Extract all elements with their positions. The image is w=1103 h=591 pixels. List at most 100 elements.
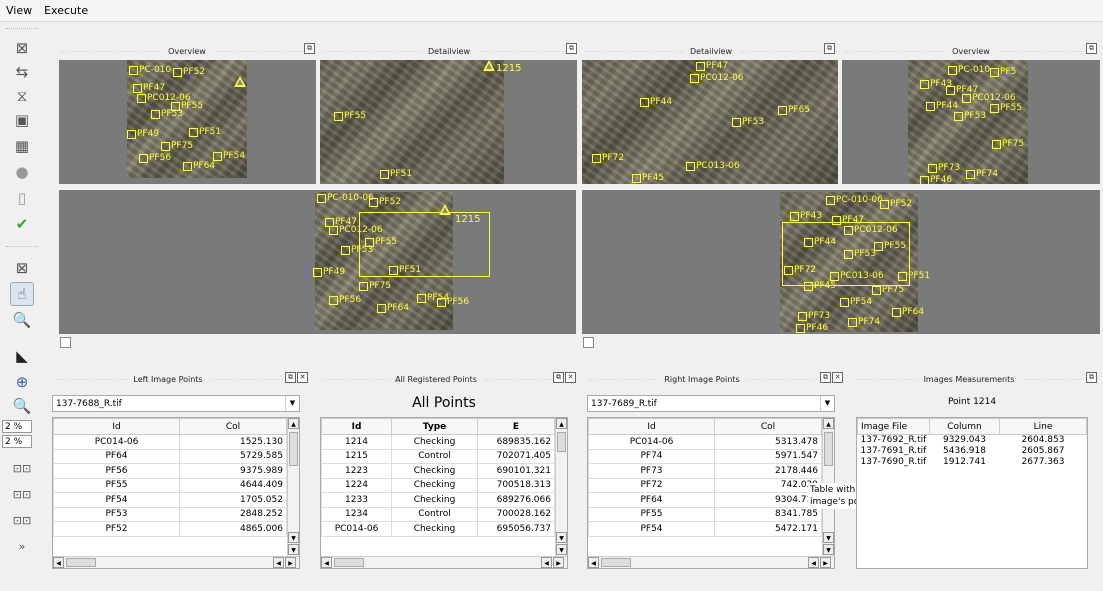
column-header[interactable]: Id [321, 418, 392, 435]
point-marker[interactable]: PF47 [946, 86, 978, 95]
point-marker[interactable]: PF51 [898, 272, 930, 281]
left-image-view[interactable]: PC-010-06 PF52 PF47 PC012-06 1215 PF55 P… [59, 190, 576, 334]
pan-hand-icon[interactable]: ☝ [10, 282, 34, 306]
table-row[interactable]: PF74 5971.547 [588, 448, 822, 464]
point-marker[interactable]: PC-010-06 [317, 194, 374, 203]
point-marker[interactable]: PF72 [784, 266, 816, 275]
measurements-table[interactable]: Image File Column Line 137-7692_R.tif 9329.… [856, 417, 1088, 569]
float-icon[interactable]: ⧉ [1086, 372, 1097, 383]
table-row[interactable]: 1234 Control 700028.162 [321, 506, 555, 522]
point-marker[interactable]: PF53 [954, 112, 986, 121]
point-marker[interactable]: PF54 [213, 152, 245, 161]
add-point-icon[interactable]: ⊠ [15, 39, 29, 57]
point-marker[interactable]: PF49 [127, 130, 159, 139]
table-icon[interactable]: ▦ [14, 137, 30, 155]
point-marker[interactable]: PF45 [632, 174, 664, 183]
point-marker[interactable]: PF75 [872, 286, 904, 295]
right-image-select[interactable]: 137-7689_R.tif ▼ [587, 395, 835, 412]
table-row[interactable]: PF52 4865.006 [53, 521, 287, 537]
table-row[interactable]: PC014-06 5313.478 [588, 434, 822, 450]
point-marker[interactable]: PF46 [920, 176, 952, 184]
point-marker[interactable]: PF75 [992, 140, 1024, 149]
column-header[interactable]: Id [588, 418, 715, 435]
point-marker[interactable]: PF65 [778, 106, 810, 115]
more-chevron-icon[interactable]: » [18, 539, 26, 553]
point-marker[interactable]: PF47 [832, 216, 864, 225]
detail-right-view[interactable]: PF47 PC012-06 PF44 PF65 PF53 PF72 PC013-… [582, 60, 838, 184]
overview-left-view[interactable]: PC-010 PF52 PF47 PC012-06 PF55 PF53 PF49… [59, 60, 316, 184]
right-image-view[interactable]: PC-010-06 PF52 PF43 PF47 PC012-06 PF44 P… [582, 190, 1100, 334]
vertical-scrollbar[interactable]: ▲ ▼ ▼ [555, 418, 567, 556]
float-icon[interactable]: ⧉ [820, 372, 831, 383]
float-icon[interactable]: ⧉ [1086, 43, 1097, 54]
point-marker[interactable]: PC-010 [129, 66, 171, 75]
point-marker[interactable]: PF49 [313, 268, 345, 277]
point-marker[interactable]: PF55 [365, 238, 397, 247]
measure-icon[interactable]: ⧖ [16, 87, 28, 105]
point-marker[interactable]: PC013-06 [830, 272, 884, 281]
fit-left-icon[interactable]: ⊡⊡ [12, 487, 32, 501]
left-points-table[interactable]: Id Col PC014-06 1525.130 PF64 5729.585 PF56… [52, 417, 300, 569]
point-marker[interactable]: PC013-06 [686, 162, 740, 171]
left-view-checkbox[interactable] [60, 337, 71, 348]
close-icon[interactable]: ✕ [565, 372, 576, 383]
point-marker[interactable]: PF52 [880, 200, 912, 209]
check-icon[interactable]: ✔ [15, 215, 29, 233]
table-row[interactable]: 1224 Checking 700518.313 [321, 477, 555, 493]
point-marker[interactable]: PF47 [133, 84, 165, 93]
table-row[interactable]: PC014-06 1525.130 [53, 434, 287, 450]
point-marker[interactable]: PF53 [151, 110, 183, 119]
point-marker[interactable]: PF51 [389, 266, 421, 275]
column-header[interactable]: Column [929, 418, 1000, 435]
point-marker[interactable]: PF56 [329, 296, 361, 305]
point-marker[interactable]: PF55 [990, 104, 1022, 113]
vertical-scrollbar[interactable]: ▲ ▼ ▼ [287, 418, 299, 556]
document-icon[interactable]: ▯ [17, 189, 27, 207]
point-marker[interactable]: PC012-06 [962, 94, 1016, 103]
point-marker[interactable]: PF51 [380, 170, 412, 179]
point-marker[interactable]: PF72 [592, 154, 624, 163]
fit-right-icon[interactable]: ⊡⊡ [12, 513, 32, 527]
horizontal-scrollbar[interactable]: ◀ ◀ ▶ [321, 556, 567, 568]
point-marker[interactable]: PC012-06 [690, 74, 744, 83]
point-marker[interactable]: PF52 [173, 68, 205, 77]
point-marker[interactable]: PF52 [369, 198, 401, 207]
point-marker[interactable]: PF74 [966, 170, 998, 179]
column-header[interactable]: Type [391, 418, 478, 435]
point-marker[interactable]: PF64 [377, 304, 409, 313]
menu-view[interactable]: View [6, 4, 33, 17]
point-marker[interactable]: PF55 [334, 112, 366, 121]
point-marker[interactable]: PF54 [840, 298, 872, 307]
table-row[interactable]: PF64 9304.718 [588, 492, 822, 508]
point-marker[interactable]: PF55 [171, 102, 203, 111]
point-marker[interactable]: PF44 [804, 238, 836, 247]
point-marker[interactable]: PF43 [790, 212, 822, 221]
float-icon[interactable]: ⧉ [566, 43, 577, 54]
table-row[interactable]: PF55 4644.409 [53, 477, 287, 493]
point-marker[interactable]: PF5 [990, 68, 1016, 77]
point-marker[interactable]: PF75 [161, 142, 193, 151]
swap-icon[interactable]: ⇆ [15, 63, 29, 81]
column-header[interactable]: E [477, 418, 555, 435]
left-image-select[interactable]: 137-7688_R.tif ▼ [52, 395, 300, 412]
fit-view-icon[interactable]: ⊡⊡ [12, 461, 32, 475]
zoom-fit-icon[interactable]: ⊠ [15, 259, 29, 277]
table-row[interactable]: PF72 742.039 [588, 477, 822, 493]
zoom-right-field[interactable]: 2 % [2, 435, 32, 448]
close-icon[interactable]: ✕ [297, 372, 308, 383]
point-marker[interactable]: PF45 [804, 282, 836, 291]
all-points-table[interactable]: Id Type E 1214 Checking 689835.162 1215 Contr… [320, 417, 568, 569]
contrast-icon[interactable]: ◣ [16, 347, 28, 365]
point-marker[interactable]: PF75 [359, 282, 391, 291]
point-marker[interactable]: PF74 [848, 318, 880, 327]
right-view-checkbox[interactable] [583, 337, 594, 348]
column-header[interactable]: Image File [857, 418, 930, 435]
detail-left-view[interactable]: 1215 PF55 PF51 [320, 60, 577, 184]
zoom-icon[interactable]: 🔍 [12, 311, 32, 329]
point-marker[interactable]: PF43 [920, 80, 952, 89]
point-marker[interactable]: PF44 [640, 98, 672, 107]
table-row[interactable]: PF64 5729.585 [53, 448, 287, 464]
globe-icon[interactable]: ● [15, 163, 29, 181]
table-row[interactable]: 1233 Checking 689276.066 [321, 492, 555, 508]
point-marker[interactable]: PF44 [926, 102, 958, 111]
